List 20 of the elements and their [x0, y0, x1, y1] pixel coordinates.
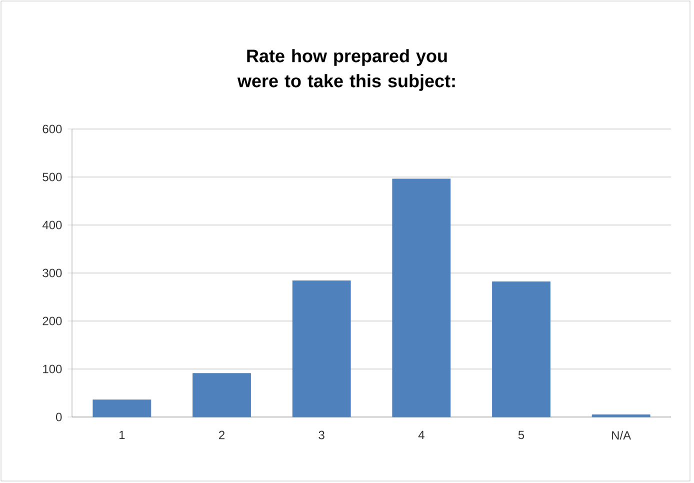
- y-tick-label: 100: [43, 364, 62, 374]
- x-tick-label: N/A: [612, 430, 632, 440]
- bar: [192, 373, 251, 418]
- y-tick-label: 500: [42, 172, 62, 182]
- bar: [292, 280, 351, 418]
- x-tick-label: 1: [119, 430, 125, 440]
- x-tick-label: 5: [518, 430, 524, 440]
- x-tick-label: 2: [219, 430, 224, 440]
- y-tick-label: 600: [42, 124, 62, 134]
- bar: [92, 400, 152, 418]
- y-tick-label: 0: [56, 412, 62, 422]
- chart-title: Rate how prepared you were to take this subject:: [237, 49, 455, 91]
- y-tick-label: 300: [42, 268, 62, 278]
- y-tick-label: 200: [42, 316, 62, 326]
- x-tick-label: 4: [418, 430, 424, 440]
- bar: [392, 178, 451, 418]
- y-tick-label: 400: [42, 220, 62, 230]
- bar: [492, 281, 550, 418]
- x-tick-label: 3: [318, 430, 324, 440]
- bar: [592, 414, 650, 418]
